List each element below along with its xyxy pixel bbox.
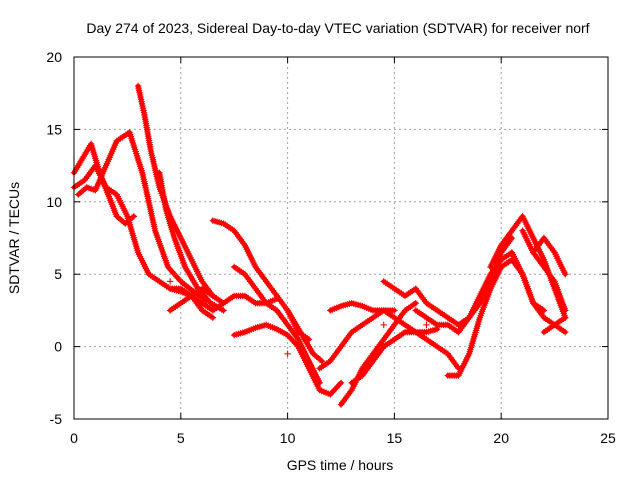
y-tick-label: 15 [46, 121, 62, 137]
y-tick-label: 20 [46, 49, 62, 65]
data-point [220, 299, 227, 307]
isolated-point [423, 321, 430, 329]
data-point [508, 234, 516, 242]
series-pass-15 [348, 328, 462, 386]
x-axis-label: GPS time / hours [287, 457, 394, 473]
axis-ticks: 0 5 10 15 20 25 -5 0 5 10 15 20 [46, 49, 616, 446]
data-series [70, 82, 569, 408]
data-point [562, 314, 569, 321]
x-tick-label: 10 [280, 430, 296, 446]
series-pass-7 [166, 292, 227, 314]
y-tick-label: 0 [54, 339, 62, 355]
y-tick-label: -5 [50, 411, 63, 427]
series-pass-11 [284, 307, 325, 365]
series-pass-20 [519, 227, 569, 314]
data-point [412, 299, 419, 307]
y-tick-label: 5 [54, 266, 62, 282]
x-tick-label: 15 [387, 430, 403, 446]
series-pass-9 [231, 263, 323, 386]
data-point [562, 271, 569, 278]
x-tick-label: 20 [493, 430, 509, 446]
isolated-point [166, 278, 174, 285]
x-tick-label: 5 [177, 430, 185, 446]
data-point [337, 379, 345, 386]
series-pass-22 [540, 314, 569, 336]
series-pass-2 [70, 140, 138, 227]
x-tick-label: 25 [600, 430, 616, 446]
isolated-point [380, 321, 387, 329]
plot-frame [73, 56, 609, 420]
series-pass-21 [530, 234, 569, 278]
series-track [135, 83, 216, 299]
data-point [540, 307, 548, 314]
series-pass-14 [337, 299, 419, 408]
data-point [220, 307, 227, 314]
y-axis-label: SDTVAR / TECUs [6, 182, 22, 294]
series-pass-10 [231, 321, 345, 398]
x-tick-label: 0 [70, 430, 78, 446]
data-point [209, 314, 217, 321]
data-point [318, 357, 325, 365]
chart-title: Day 274 of 2023, Sidereal Day-to-day VTE… [86, 20, 589, 36]
y-tick-label: 10 [46, 194, 62, 210]
series-pass-3 [75, 129, 210, 304]
data-point [562, 307, 569, 314]
data-point [391, 307, 398, 314]
isolated-point [284, 350, 291, 358]
data-point [562, 328, 569, 336]
data-point [130, 213, 138, 220]
series-pass-16 [380, 234, 516, 329]
